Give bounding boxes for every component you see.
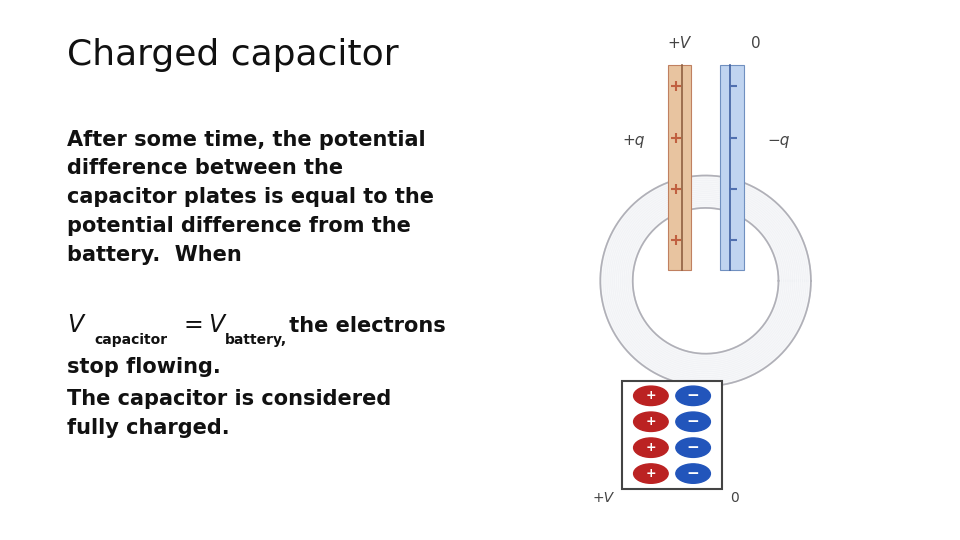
Text: +: + (645, 467, 657, 480)
Circle shape (634, 386, 668, 406)
Text: +V: +V (592, 491, 614, 505)
Text: battery,: battery, (225, 333, 287, 347)
Text: The capacitor is considered
fully charged.: The capacitor is considered fully charge… (67, 389, 392, 437)
Circle shape (676, 412, 710, 431)
Text: $= V$: $= V$ (171, 313, 228, 337)
Text: Charged capacitor: Charged capacitor (67, 38, 398, 72)
Text: the electrons: the electrons (282, 316, 446, 336)
Text: +: + (645, 415, 657, 428)
Circle shape (634, 464, 668, 483)
Text: −: − (686, 414, 700, 429)
Text: +: + (645, 441, 657, 454)
Text: +V: +V (667, 36, 691, 51)
Text: +: + (645, 389, 657, 402)
Text: −: − (686, 388, 700, 403)
Text: capacitor: capacitor (94, 333, 167, 347)
Bar (668, 65, 691, 270)
Text: −: − (686, 466, 700, 481)
Circle shape (634, 412, 668, 431)
Text: $V$: $V$ (67, 313, 86, 337)
Circle shape (634, 438, 668, 457)
Text: 0: 0 (730, 491, 739, 505)
Text: After some time, the potential
difference between the
capacitor plates is equal : After some time, the potential differenc… (67, 130, 434, 265)
Text: 0: 0 (751, 36, 761, 51)
Text: +q: +q (622, 133, 644, 148)
Circle shape (676, 464, 710, 483)
Text: −: − (686, 440, 700, 455)
Text: stop flowing.: stop flowing. (67, 356, 221, 376)
Text: −q: −q (767, 133, 789, 148)
Bar (621, 381, 722, 489)
Circle shape (676, 438, 710, 457)
Bar (720, 65, 743, 270)
Circle shape (676, 386, 710, 406)
